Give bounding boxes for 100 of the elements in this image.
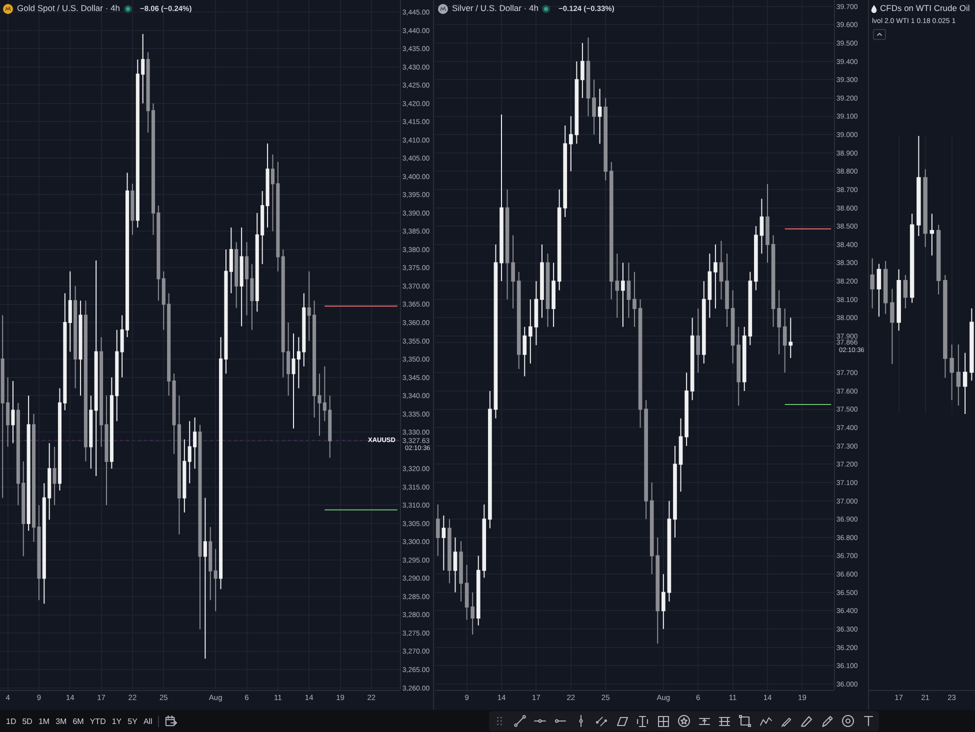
- candlestick: [52, 446, 56, 506]
- candlestick: [696, 308, 700, 374]
- candlestick: [638, 298, 642, 428]
- candlestick: [930, 213, 934, 256]
- candlestick: [598, 88, 602, 144]
- candlestick: [621, 262, 625, 328]
- candlestick: [26, 395, 30, 532]
- candlestick: [719, 240, 724, 300]
- candlestick: [644, 400, 648, 520]
- candlestick: [626, 262, 631, 318]
- candlestick: [890, 288, 894, 364]
- candlestick: [950, 344, 954, 401]
- candlestick: [943, 274, 948, 378]
- candlestick: [534, 280, 538, 346]
- candlestick: [488, 390, 492, 529]
- chart-title: CFDs on WTI Crude Oil: [880, 3, 970, 14]
- candlestick: [203, 497, 207, 660]
- candlestick: [667, 500, 672, 602]
- candlestick: [528, 298, 532, 364]
- text: All: [143, 716, 152, 726]
- candlestick: [470, 592, 474, 636]
- candlestick: [766, 184, 770, 264]
- candlestick: [84, 300, 88, 462]
- candlestick: [714, 244, 718, 310]
- text: 1M: [38, 716, 50, 726]
- candlestick: [870, 258, 874, 309]
- candlestick: [708, 253, 712, 318]
- candlestick: [511, 234, 515, 310]
- candlestick: [956, 344, 961, 406]
- text: 5D: [22, 716, 32, 726]
- candlestick: [604, 97, 608, 181]
- candlestick: [876, 263, 882, 318]
- candlestick: [782, 308, 787, 374]
- candlestick: [736, 326, 740, 406]
- text: YTD: [90, 716, 106, 726]
- candlestick: [448, 518, 452, 584]
- candlestick: [563, 124, 568, 218]
- candlestick: [557, 189, 562, 291]
- candlestick: [500, 114, 504, 282]
- candlestick: [962, 352, 968, 414]
- text: 6M: [72, 716, 84, 726]
- candlestick: [516, 271, 521, 370]
- candlestick: [574, 60, 579, 144]
- candlestick: [903, 274, 908, 309]
- text: 1Y: [112, 716, 122, 726]
- candlestick: [208, 526, 212, 601]
- text: 5Y: [128, 716, 138, 726]
- candlestick: [586, 37, 590, 117]
- candlestick: [936, 224, 941, 295]
- candlestick: [730, 290, 735, 364]
- candlestick: [592, 79, 596, 136]
- candlestick: [970, 308, 974, 382]
- candlestick: [540, 244, 544, 318]
- candlestick: [580, 42, 584, 98]
- candlestick: [182, 438, 186, 513]
- candlestick: [494, 244, 498, 419]
- candlestick: [552, 262, 556, 328]
- text: 1D: [6, 716, 16, 726]
- candlestick: [568, 116, 573, 172]
- candlestick: [754, 226, 758, 291]
- candlestick: [725, 253, 729, 328]
- candlestick: [771, 234, 776, 328]
- candlestick: [130, 183, 134, 236]
- chart-title: Silver / U.S. Dollar · 4h: [452, 3, 538, 14]
- candlestick: [214, 548, 218, 612]
- candlestick: [788, 317, 793, 358]
- candlestick: [916, 136, 921, 237]
- candlestick: [240, 227, 244, 327]
- candlestick: [690, 317, 694, 401]
- candlestick: [89, 395, 93, 470]
- candlestick: [74, 286, 78, 389]
- candlestick: [78, 300, 82, 396]
- candlestick: [546, 253, 550, 328]
- candlestick: [266, 143, 270, 228]
- candlestick: [11, 380, 15, 444]
- candlestick: [198, 424, 202, 630]
- candlestick: [632, 271, 636, 328]
- candlestick: [910, 213, 914, 304]
- candlestick: [436, 504, 440, 556]
- candlestick: [883, 260, 888, 314]
- candlestick: [760, 198, 764, 254]
- candlestick: [68, 270, 72, 352]
- candlestick: [896, 268, 901, 332]
- text: 3M: [56, 716, 67, 726]
- candlestick: [522, 326, 527, 377]
- candlestick: [678, 418, 683, 492]
- candlestick: [453, 536, 458, 593]
- candlestick: [923, 168, 928, 248]
- candlestick: [777, 290, 781, 355]
- candlestick: [234, 242, 238, 308]
- candlestick: [684, 372, 688, 446]
- candlestick: [459, 540, 463, 602]
- candlestick: [442, 514, 446, 571]
- candlestick: [464, 564, 469, 620]
- candlestick: [505, 189, 510, 300]
- candlestick: [662, 574, 666, 630]
- chart-title: Gold Spot / U.S. Dollar · 4h: [17, 3, 120, 14]
- candlestick: [673, 445, 677, 538]
- candlestick: [702, 280, 706, 364]
- candlestick: [94, 260, 98, 476]
